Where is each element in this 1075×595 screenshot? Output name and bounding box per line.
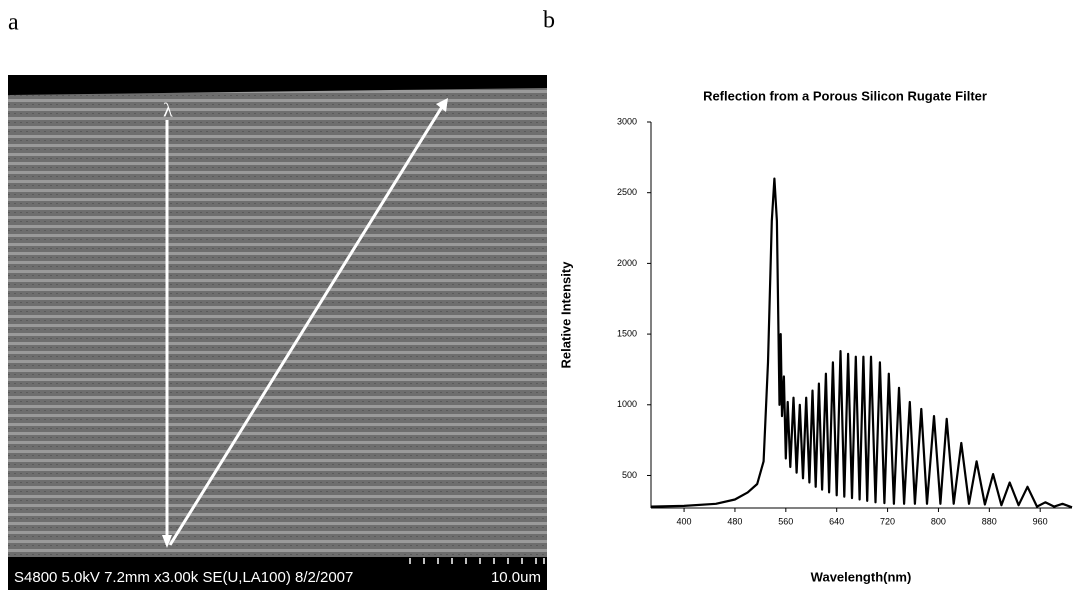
x-tick-label: 800	[931, 516, 946, 526]
chart-title: Reflection from a Porous Silicon Rugate …	[703, 88, 987, 103]
arrow-head	[162, 535, 172, 548]
scale-label: 10.0um	[491, 569, 541, 586]
arrow	[168, 101, 447, 546]
sem-info: S4800 5.0kV 7.2mm x3.00k SE(U,LA100) 8/2…	[14, 569, 353, 586]
x-tick-label: 960	[1033, 516, 1048, 526]
arrow-head	[436, 98, 448, 112]
y-tick-label: 1000	[617, 399, 637, 409]
line-series	[650, 177, 1073, 509]
x-tick-label: 400	[677, 516, 692, 526]
x-tick-label: 720	[880, 516, 895, 526]
y-tick-label: 1500	[617, 328, 637, 338]
y-tick-label: 2500	[617, 187, 637, 197]
info-bar	[8, 557, 547, 590]
x-tick-label: 880	[982, 516, 997, 526]
panel-label: b	[543, 8, 555, 34]
scale-ticks	[409, 558, 545, 564]
y-tick-label: 3000	[617, 116, 637, 126]
x-tick-label: 480	[727, 516, 742, 526]
x-tick-label: 560	[778, 516, 793, 526]
x-axis-label: Wavelength(nm)	[811, 569, 912, 584]
panel-label: a	[8, 10, 19, 36]
y-axis-label: Relative Intensity	[558, 261, 573, 369]
sem-image: λ S4800 5.0kV 7.2mm x3.00k SE(U,LA100) 8…	[8, 75, 547, 590]
sem-background	[8, 75, 547, 590]
y-tick-label: 500	[622, 470, 637, 480]
x-tick-label: 640	[829, 516, 844, 526]
lambda-label: λ	[163, 100, 173, 122]
chart: Reflection from a Porous Silicon Rugate …	[558, 88, 1073, 584]
y-tick-label: 2000	[617, 258, 637, 268]
top-band	[8, 75, 547, 95]
